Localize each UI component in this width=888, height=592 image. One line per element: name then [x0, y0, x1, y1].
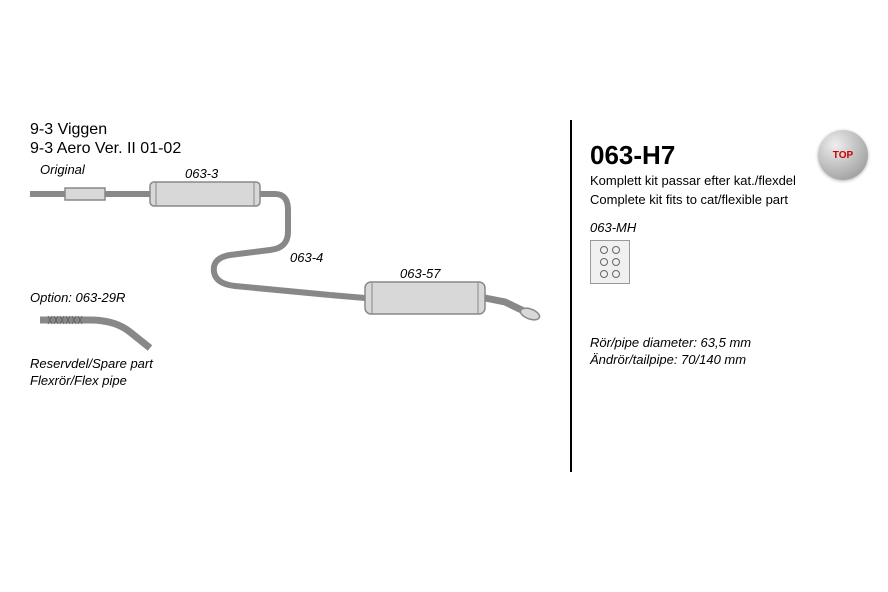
option-label: Option: 063-29R [30, 290, 125, 305]
part-label-front-muffler: 063-3 [185, 166, 218, 181]
diagram-panel: 9-3 Viggen 9-3 Aero Ver. II 01-02 Origin… [30, 120, 560, 472]
vehicle-model-line1: 9-3 Viggen [30, 120, 560, 139]
spec-pipe-diameter: Rör/pipe diameter: 63,5 mm [590, 335, 751, 352]
info-panel: 063-H7 Komplett kit passar efter kat./fl… [590, 120, 858, 472]
product-code: 063-H7 [590, 140, 796, 171]
top-quality-badge-icon: TOP [818, 130, 868, 180]
spare-part-label-en: Flexrör/Flex pipe [30, 373, 153, 390]
part-label-mid-pipe: 063-4 [290, 250, 323, 265]
product-description-en: Complete kit fits to cat/flexible part [590, 192, 796, 209]
spare-part-label-sv: Reservdel/Spare part [30, 356, 153, 373]
badge-text: TOP [833, 150, 853, 161]
vehicle-model-line2: 9-3 Aero Ver. II 01-02 [30, 139, 560, 158]
mounting-kit-icon [590, 240, 630, 284]
spec-tailpipe: Ändrör/tailpipe: 70/140 mm [590, 352, 751, 369]
exhaust-diagram [30, 170, 560, 370]
product-description-sv: Komplett kit passar efter kat./flexdel [590, 173, 796, 190]
product-sheet: 9-3 Viggen 9-3 Aero Ver. II 01-02 Origin… [30, 120, 858, 472]
part-label-rear-muffler: 063-57 [400, 266, 440, 281]
accessory-code: 063-MH [590, 220, 636, 235]
vertical-divider [570, 120, 572, 472]
